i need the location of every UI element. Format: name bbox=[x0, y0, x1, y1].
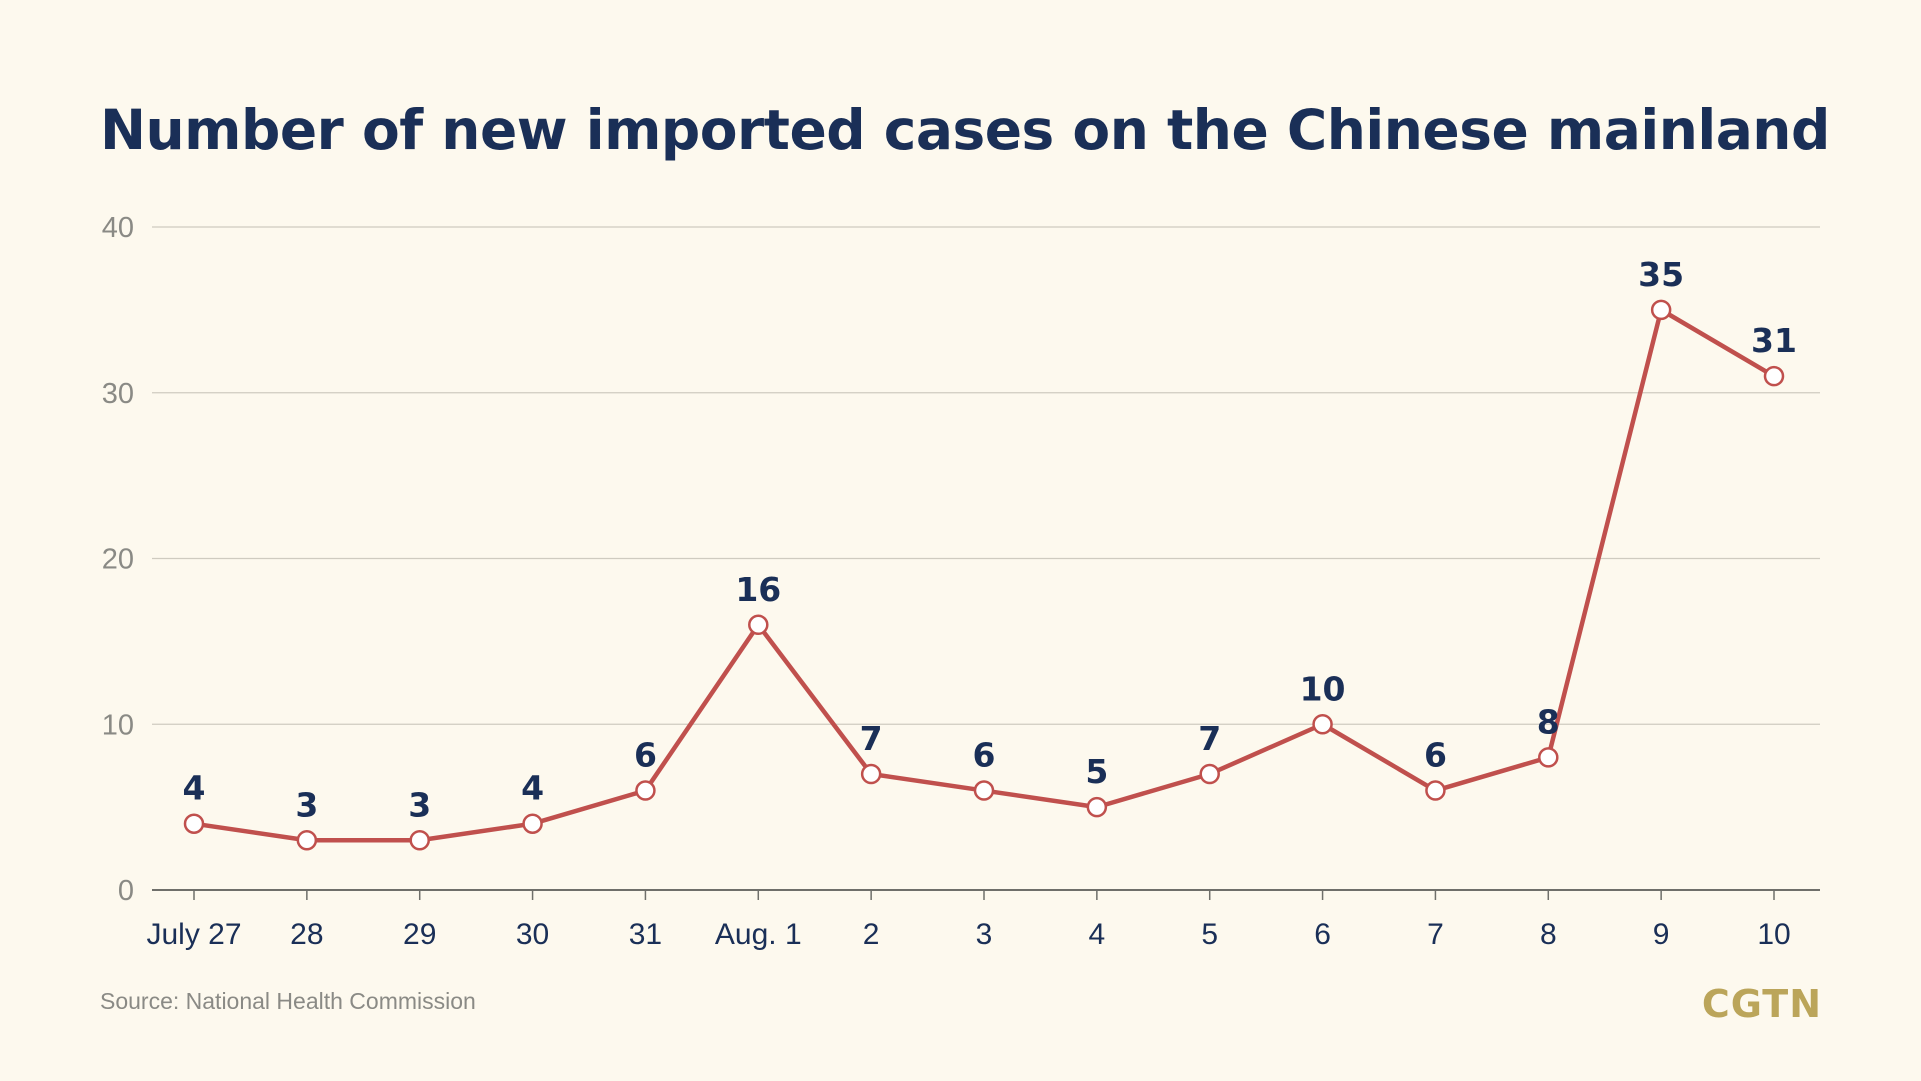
x-tick-label: 30 bbox=[516, 918, 549, 951]
x-tick-label: 5 bbox=[1201, 918, 1218, 951]
data-label: 10 bbox=[1300, 669, 1346, 708]
x-tick-label: 8 bbox=[1540, 918, 1557, 951]
x-tick-label: July 27 bbox=[146, 918, 241, 951]
x-tick-label: 28 bbox=[290, 918, 323, 951]
x-tick-label: 9 bbox=[1653, 918, 1670, 951]
data-point bbox=[1425, 780, 1446, 801]
data-label: 31 bbox=[1751, 321, 1797, 360]
data-label: 6 bbox=[1424, 736, 1447, 775]
data-label: 7 bbox=[860, 719, 883, 758]
x-tick-label: 29 bbox=[403, 918, 436, 951]
x-tick-label: 10 bbox=[1757, 918, 1790, 951]
y-tick-label: 40 bbox=[102, 212, 134, 244]
data-point bbox=[522, 813, 543, 834]
x-tick-label: 3 bbox=[976, 918, 993, 951]
y-tick-label: 0 bbox=[118, 875, 134, 907]
data-points bbox=[183, 299, 1785, 851]
y-tick-label: 20 bbox=[102, 544, 134, 576]
data-point bbox=[1538, 747, 1559, 768]
y-tick-label: 10 bbox=[102, 709, 134, 741]
data-point bbox=[1199, 763, 1220, 785]
data-label: 3 bbox=[295, 785, 318, 824]
gridlines bbox=[152, 226, 1820, 725]
data-point bbox=[1086, 796, 1108, 818]
cgtn-logo: CGTN bbox=[1701, 982, 1822, 1026]
data-label: 3 bbox=[408, 785, 431, 824]
x-tick-label: 7 bbox=[1427, 918, 1444, 951]
data-label: 8 bbox=[1537, 702, 1560, 741]
data-labels: 4 3 3 4 6 16 7 6 5 7 10 6 8 35 31 bbox=[183, 255, 1797, 824]
data-point bbox=[409, 830, 430, 851]
y-tick-labels: 0 10 20 30 40 bbox=[102, 212, 134, 907]
data-label: 7 bbox=[1198, 719, 1221, 758]
data-label: 5 bbox=[1085, 752, 1108, 791]
data-point bbox=[1763, 365, 1785, 387]
data-point bbox=[635, 780, 656, 801]
data-label: 6 bbox=[973, 736, 996, 775]
data-label: 35 bbox=[1638, 255, 1684, 294]
data-point bbox=[973, 780, 995, 801]
x-axis bbox=[152, 889, 1820, 900]
x-tick-label: 2 bbox=[863, 918, 880, 951]
data-point bbox=[1312, 714, 1333, 735]
data-label: 4 bbox=[183, 769, 206, 808]
data-label: 4 bbox=[521, 769, 544, 808]
data-point bbox=[748, 614, 769, 636]
x-tick-label: 6 bbox=[1314, 918, 1331, 951]
data-label: 16 bbox=[735, 570, 781, 609]
x-tick-labels: July 27 28 29 30 31 Aug. 1 2 3 4 5 6 7 8 9 10 bbox=[146, 918, 1790, 951]
source-note: Source: National Health Commission bbox=[100, 988, 476, 1014]
y-tick-label: 30 bbox=[102, 378, 134, 410]
data-label: 6 bbox=[634, 736, 657, 775]
chart-title: Number of new imported cases on the Chin… bbox=[100, 98, 1830, 162]
data-point bbox=[860, 763, 882, 785]
x-tick-label: 31 bbox=[629, 918, 662, 951]
x-tick-label: Aug. 1 bbox=[715, 918, 802, 951]
data-point bbox=[183, 813, 205, 834]
data-point bbox=[1650, 299, 1672, 321]
data-point bbox=[296, 830, 318, 851]
x-tick-label: 4 bbox=[1089, 918, 1106, 951]
